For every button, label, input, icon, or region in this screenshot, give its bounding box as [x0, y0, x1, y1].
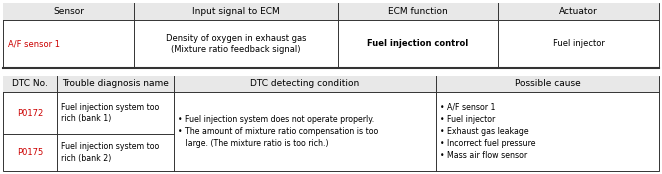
Text: • A/F sensor 1
• Fuel injector
• Exhaust gas leakage
• Incorrect fuel pressure
•: • A/F sensor 1 • Fuel injector • Exhaust… — [440, 103, 536, 160]
Text: Fuel injection system too
rich (bank 1): Fuel injection system too rich (bank 1) — [61, 103, 159, 123]
Text: Sensor: Sensor — [53, 7, 84, 16]
Text: DTC No.: DTC No. — [12, 80, 48, 89]
Bar — [3, 76, 659, 92]
Text: Trouble diagnosis name: Trouble diagnosis name — [62, 80, 169, 89]
Text: A/F sensor 1: A/F sensor 1 — [8, 39, 60, 49]
Text: Density of oxygen in exhaust gas
(Mixture ratio feedback signal): Density of oxygen in exhaust gas (Mixtur… — [166, 34, 306, 54]
Text: ECM function: ECM function — [388, 7, 448, 16]
Bar — [3, 76, 659, 171]
Text: P0175: P0175 — [17, 148, 43, 157]
Bar — [3, 3, 659, 20]
Text: Fuel injector: Fuel injector — [553, 39, 604, 49]
Text: Possible cause: Possible cause — [514, 80, 581, 89]
Text: • Fuel injection system does not operate properly.
• The amount of mixture ratio: • Fuel injection system does not operate… — [177, 115, 378, 148]
Bar — [3, 3, 659, 68]
Text: Fuel injection system too
rich (bank 2): Fuel injection system too rich (bank 2) — [61, 142, 159, 163]
Text: Input signal to ECM: Input signal to ECM — [192, 7, 280, 16]
Text: Fuel injection control: Fuel injection control — [367, 39, 469, 49]
Text: P0172: P0172 — [17, 109, 43, 117]
Text: Actuator: Actuator — [559, 7, 598, 16]
Text: DTC detecting condition: DTC detecting condition — [250, 80, 359, 89]
